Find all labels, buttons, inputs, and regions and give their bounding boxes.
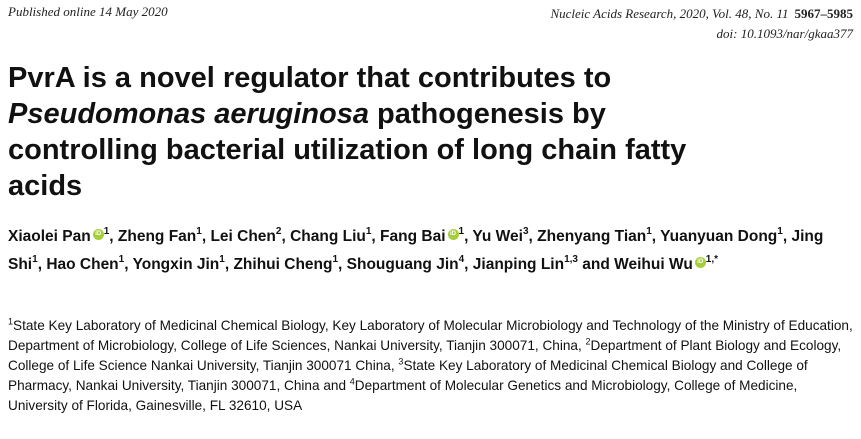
author-affiliation-sup: 1	[458, 225, 465, 237]
author-affiliation-sup: 1,*	[705, 253, 719, 265]
author-name[interactable]: Shouguang Jin	[346, 256, 459, 273]
title-line-4: acids	[8, 170, 83, 202]
author-affiliation-sup: 1	[118, 253, 125, 265]
title-line-3: controlling bacterial utilization of lon…	[8, 134, 687, 166]
author-affiliation-sup: 2	[275, 225, 282, 237]
doi[interactable]: doi: 10.1093/nar/gkaa377	[716, 26, 854, 41]
affiliation-text: State Key Laboratory of Medicinal Chemic…	[8, 318, 853, 353]
author-affiliation-sup: 1	[196, 225, 202, 237]
orcid-icon[interactable]: iD	[694, 257, 706, 268]
title-line-2: pathogenesis by	[369, 98, 606, 130]
affiliation-text: Department of Plant Biology and Ecology,…	[8, 338, 842, 373]
orcid-icon[interactable]: iD	[447, 229, 459, 240]
journal-info: Nucleic Acids Research, 2020, Vol. 48, N…	[550, 6, 789, 21]
author-affiliation-sup: 3	[522, 225, 529, 237]
author-name[interactable]: Hao Chen	[46, 256, 119, 273]
author-name[interactable]: Jing Shi	[8, 228, 824, 273]
author-and: and	[577, 256, 615, 273]
page-range: 5967–5985	[794, 6, 854, 21]
author-name[interactable]: Yu Wei	[472, 228, 523, 245]
orcid-icon[interactable]: iD	[92, 229, 104, 240]
author-affiliation-sup: 1	[332, 253, 339, 265]
affiliation-sup: 1	[8, 316, 14, 327]
author-affiliation-sup: 1	[365, 225, 372, 237]
author-name[interactable]: Zhenyang Tian	[537, 228, 647, 245]
affiliation-sup: 4	[349, 376, 355, 387]
author-name[interactable]: Zheng Fan	[117, 228, 197, 245]
author-affiliation-sup: 1	[219, 253, 225, 265]
journal-citation: Nucleic Acids Research, 2020, Vol. 48, N…	[550, 4, 853, 44]
author-affiliation-sup: 1,3	[564, 253, 578, 265]
author-name[interactable]: Jianping Lin	[472, 256, 565, 273]
affiliation-sup: 2	[585, 336, 591, 347]
affiliation-text: Department of Molecular Genetics and Mic…	[8, 378, 798, 413]
author-name[interactable]: Weihui Wu	[614, 256, 693, 273]
article-title: PvrA is a novel regulator that contribut…	[8, 60, 853, 204]
affiliations: 1State Key Laboratory of Medicinal Chemi…	[8, 316, 853, 416]
author-name[interactable]: Xiaolei Pan	[8, 228, 91, 245]
author-name[interactable]: Yongxin Jin	[132, 256, 220, 273]
author-name[interactable]: Fang Bai	[380, 228, 446, 245]
author-list: Xiaolei Pan iD 1, Zheng Fan1, Lei Chen2, C…	[8, 225, 824, 273]
author-name[interactable]: Yuanyuan Dong	[660, 228, 778, 245]
affiliation-sup: 3	[398, 356, 404, 367]
author-affiliation-sup: 1	[32, 253, 38, 265]
author-name[interactable]: Chang Liu	[290, 228, 366, 245]
author-name[interactable]: Zhihui Cheng	[233, 256, 333, 273]
title-species: Pseudomonas aeruginosa	[8, 98, 369, 130]
author-affiliation-sup: 1	[646, 225, 652, 237]
published-date: Published online 14 May 2020	[8, 4, 168, 19]
author-affiliation-sup: 1	[777, 225, 783, 237]
title-line-1: PvrA is a novel regulator that contribut…	[8, 62, 612, 94]
author-affiliation-sup: 1	[103, 225, 110, 237]
author-affiliation-sup: 4	[458, 253, 465, 265]
author-name[interactable]: Lei Chen	[210, 228, 276, 245]
affiliation-text: State Key Laboratory of Medicinal Chemic…	[8, 358, 808, 393]
page-header: Published online 14 May 2020 Nucleic Aci…	[8, 4, 853, 44]
